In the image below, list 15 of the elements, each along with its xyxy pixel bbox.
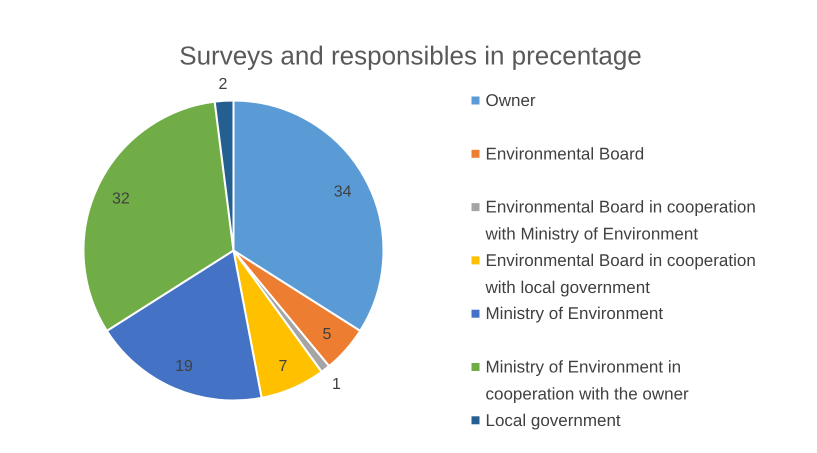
data-label: 2 [218, 76, 228, 93]
legend-label: Ministry of Environment in cooperation with the owner [486, 358, 690, 404]
data-label: 19 [175, 358, 194, 375]
legend-label: Local government [486, 410, 621, 430]
data-label: 5 [322, 326, 332, 343]
legend-label: Environmental Board in cooperation with Ministry of Environment [484, 198, 756, 244]
data-label: 34 [334, 184, 352, 201]
chart-title: Surveys and responsibles in precentage [179, 40, 642, 70]
legend-label: Ministry of Environment [486, 304, 664, 324]
data-label: 7 [278, 358, 288, 375]
legend-label: Owner [486, 91, 536, 110]
legend-label: Environmental Board in cooperation with local government [484, 250, 756, 297]
data-label: 1 [332, 376, 342, 394]
data-label: 32 [112, 190, 130, 208]
legend-label: Environmental Board [486, 144, 644, 164]
